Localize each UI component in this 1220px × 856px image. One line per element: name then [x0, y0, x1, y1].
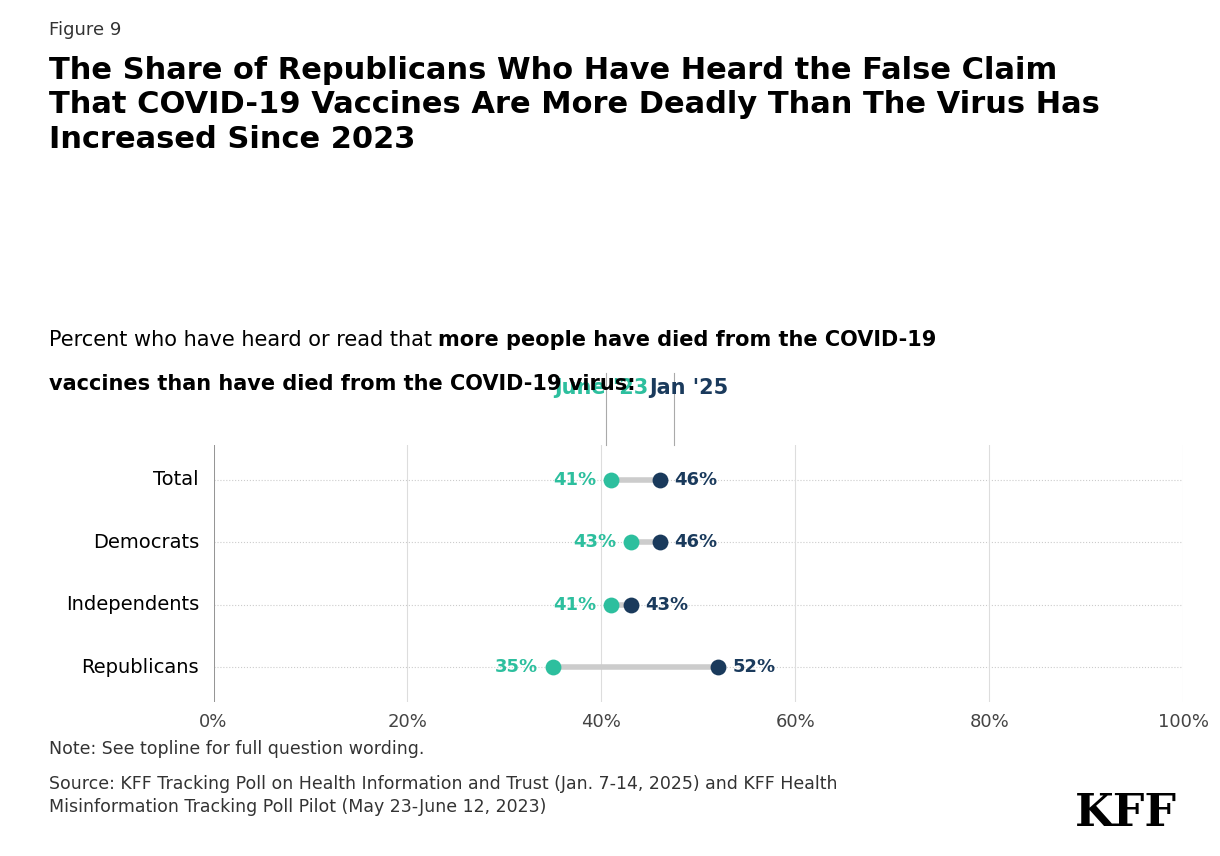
- Text: Jan '25: Jan '25: [649, 378, 728, 398]
- Point: [621, 598, 640, 612]
- Text: 52%: 52%: [732, 658, 776, 676]
- Text: more people have died from the COVID-19: more people have died from the COVID-19: [438, 330, 937, 349]
- Text: 43%: 43%: [645, 596, 688, 614]
- Point: [601, 598, 621, 612]
- Point: [621, 535, 640, 549]
- Text: KFF: KFF: [1075, 792, 1177, 835]
- Text: 41%: 41%: [554, 596, 597, 614]
- Text: Democrats: Democrats: [93, 532, 199, 552]
- Text: 35%: 35%: [495, 658, 538, 676]
- Point: [543, 661, 562, 675]
- Text: 43%: 43%: [573, 533, 616, 551]
- Text: 46%: 46%: [675, 471, 717, 489]
- Text: vaccines than have died from the COVID-19 virus:: vaccines than have died from the COVID-1…: [49, 374, 636, 394]
- Text: The Share of Republicans Who Have Heard the False Claim
That COVID-19 Vaccines A: The Share of Republicans Who Have Heard …: [49, 56, 1099, 154]
- Text: Republicans: Republicans: [82, 658, 199, 677]
- Text: 41%: 41%: [554, 471, 597, 489]
- Text: 46%: 46%: [675, 533, 717, 551]
- Text: Independents: Independents: [66, 595, 199, 615]
- Text: June '23: June '23: [554, 378, 649, 398]
- Text: Figure 9: Figure 9: [49, 21, 121, 39]
- Text: Total: Total: [154, 470, 199, 489]
- Point: [601, 473, 621, 486]
- Point: [650, 535, 670, 549]
- Point: [708, 661, 727, 675]
- Point: [650, 473, 670, 486]
- Text: Source: KFF Tracking Poll on Health Information and Trust (Jan. 7-14, 2025) and : Source: KFF Tracking Poll on Health Info…: [49, 775, 837, 817]
- Text: Percent who have heard or read that: Percent who have heard or read that: [49, 330, 438, 349]
- Text: Note: See topline for full question wording.: Note: See topline for full question word…: [49, 740, 425, 758]
